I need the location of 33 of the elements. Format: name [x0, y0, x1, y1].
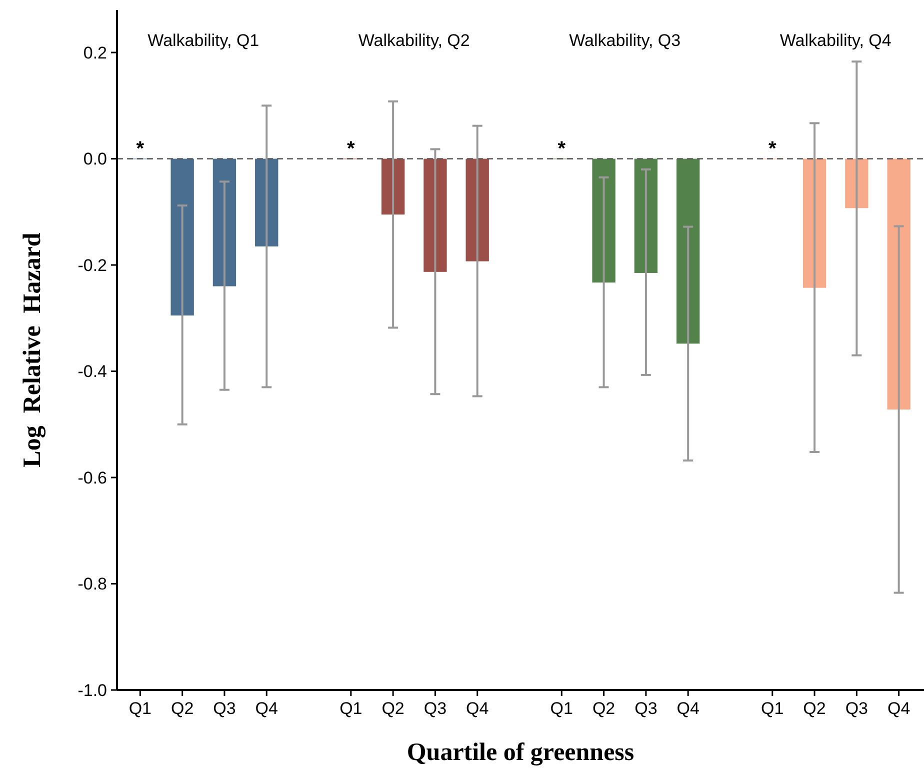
- x-tick-label: Q4: [676, 699, 700, 718]
- y-tick-label: -0.2: [78, 256, 107, 275]
- x-tick-label: Q1: [128, 699, 152, 718]
- annotation: Walkability, Q1: [148, 31, 260, 50]
- x-tick-label: Q1: [761, 699, 784, 718]
- annotation: Walkability, Q4: [780, 31, 892, 50]
- x-tick-label: Q2: [382, 699, 404, 718]
- x-axis-title: Quartile of greenness: [406, 739, 634, 766]
- data-label: *: [558, 138, 566, 160]
- x-tick-label: Q4: [255, 699, 278, 718]
- x-tick-label: Q3: [213, 699, 236, 718]
- annotation: Walkability, Q2: [358, 31, 470, 50]
- x-tick-label: Q3: [424, 699, 447, 718]
- y-tick-label: -1.0: [78, 680, 107, 700]
- data-label: *: [347, 138, 356, 160]
- x-tick-label: Q2: [170, 699, 194, 718]
- annotation: Walkability, Q3: [569, 31, 681, 50]
- y-tick-label: -0.4: [78, 362, 107, 382]
- x-tick-label: Q2: [803, 699, 826, 718]
- data-label: *: [136, 138, 144, 160]
- x-tick-label: Q3: [634, 699, 658, 718]
- y-tick-label: -0.8: [78, 574, 107, 594]
- x-tick-label: Q4: [887, 699, 910, 718]
- y-tick-label: 0.0: [83, 150, 107, 169]
- x-tick-label: Q4: [466, 699, 489, 718]
- x-tick-label: Q1: [340, 699, 362, 718]
- data-label: *: [768, 138, 776, 160]
- y-tick-label: -0.6: [78, 468, 107, 488]
- y-tick-label: 0.2: [83, 43, 107, 62]
- x-tick-label: Q1: [550, 699, 573, 718]
- x-tick-label: Q2: [592, 699, 616, 718]
- y-axis-title: Log Relative Hazard: [19, 232, 46, 468]
- x-tick-label: Q3: [845, 699, 868, 718]
